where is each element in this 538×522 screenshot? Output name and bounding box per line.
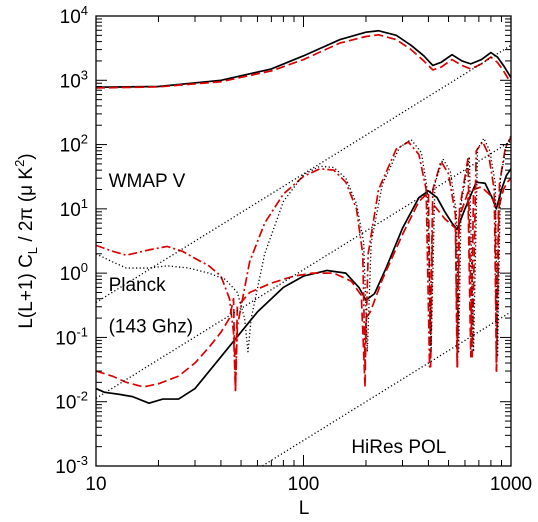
annotation-label: (143 Ghz) xyxy=(109,316,193,337)
y-tick-label: 10-3 xyxy=(55,453,88,478)
series-line-2 xyxy=(96,33,511,89)
y-tick-label: 103 xyxy=(60,67,88,92)
axis-ticks xyxy=(95,15,512,467)
annotation-label: Planck xyxy=(109,275,167,296)
annotation-label: WMAP V xyxy=(109,171,186,192)
y-tick-label: 10-2 xyxy=(55,389,88,414)
y-tick-label: 10-1 xyxy=(55,324,88,349)
series-line-3 xyxy=(96,168,511,404)
y-tick-label: 102 xyxy=(60,132,88,157)
series-line-5 xyxy=(96,136,511,392)
x-tick-label: 10 xyxy=(85,474,106,495)
x-axis-title: L xyxy=(299,498,310,519)
series-line-7 xyxy=(96,44,511,304)
plot-curves xyxy=(96,29,511,466)
y-tick-label: 100 xyxy=(60,260,88,285)
annotation-label: HiRes POL xyxy=(351,437,446,458)
series-line-1 xyxy=(96,29,511,89)
series-line-9 xyxy=(260,311,511,466)
y-axis-title: L(L+1) CL / 2π (μ K2) xyxy=(12,153,40,328)
tick-labels: 10 100 1000 10-3 10-2 10-1 100 101 102 103 104 xyxy=(55,3,532,495)
x-tick-label: 100 xyxy=(288,474,320,495)
annotations: WMAP V Planck (143 Ghz) HiRes POL xyxy=(109,171,447,458)
y-tick-label: 104 xyxy=(60,3,88,28)
series-line-8 xyxy=(96,140,511,399)
x-tick-label: 1000 xyxy=(490,474,532,495)
series-line-6 xyxy=(96,134,511,358)
y-tick-label: 101 xyxy=(60,196,88,221)
